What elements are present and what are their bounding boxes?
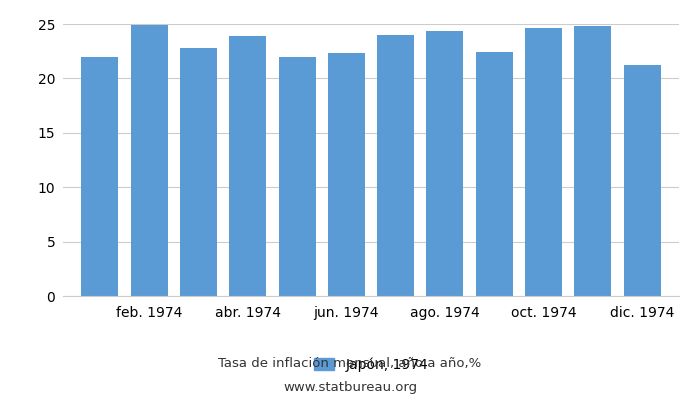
Text: Tasa de inflación mensual, año a año,%: Tasa de inflación mensual, año a año,% xyxy=(218,358,482,370)
Bar xyxy=(180,48,217,296)
Bar xyxy=(574,26,611,296)
Bar xyxy=(426,30,463,296)
Text: www.statbureau.org: www.statbureau.org xyxy=(283,382,417,394)
Bar xyxy=(230,36,266,296)
Bar xyxy=(279,57,316,296)
Bar xyxy=(81,57,118,296)
Legend: Japón, 1974: Japón, 1974 xyxy=(308,352,434,378)
Bar xyxy=(476,52,512,296)
Bar xyxy=(624,65,661,296)
Bar xyxy=(377,35,414,296)
Bar xyxy=(525,28,562,296)
Bar xyxy=(131,25,168,296)
Bar xyxy=(328,53,365,296)
